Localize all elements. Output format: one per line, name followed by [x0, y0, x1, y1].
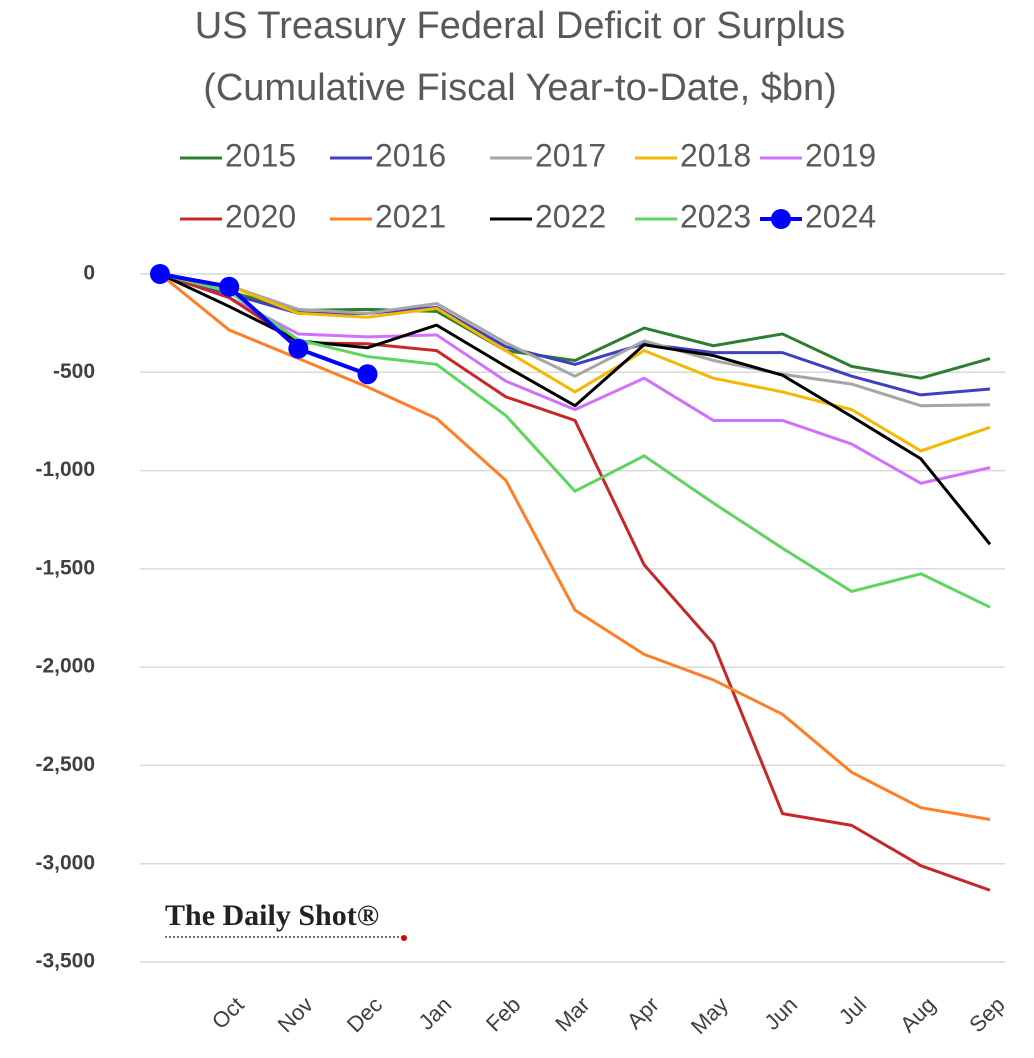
x-tick-label: May: [686, 992, 733, 1039]
watermark-dot: [401, 935, 407, 941]
legend-label: 2024: [805, 198, 876, 234]
legend-label: 2023: [680, 198, 751, 234]
data-point: [288, 338, 309, 359]
x-tick-label: Jun: [759, 992, 802, 1035]
series-line: [159, 272, 991, 821]
y-tick-label: -2,500: [35, 753, 95, 776]
y-tick-label: -3,000: [35, 851, 95, 874]
x-tick-label: Nov: [273, 992, 318, 1037]
legend-label: 2016: [375, 137, 446, 173]
x-tick-label: Apr: [622, 992, 664, 1034]
x-tick-label: Dec: [342, 992, 387, 1037]
x-tick-label: Aug: [895, 992, 940, 1037]
x-tick-label: Oct: [207, 992, 249, 1034]
chart-subtitle: (Cumulative Fiscal Year-to-Date, $bn): [203, 67, 837, 109]
x-tick-label: Mar: [550, 992, 594, 1036]
legend-label: 2022: [535, 198, 606, 234]
legend-marker: [771, 209, 791, 229]
legend-label: 2019: [805, 137, 876, 173]
x-tick-label: Jul: [834, 992, 872, 1030]
y-tick-label: 0: [83, 262, 95, 285]
x-tick-label: Jan: [414, 992, 457, 1035]
x-tick-label: Sep: [964, 992, 1009, 1037]
series-line: [159, 272, 991, 485]
chart-title: US Treasury Federal Deficit or Surplus: [195, 5, 845, 47]
y-tick-label: -3,500: [35, 950, 95, 973]
series-line: [159, 272, 991, 408]
legend-label: 2018: [680, 137, 751, 173]
y-tick-label: -1,500: [35, 556, 95, 579]
series-line: [159, 272, 991, 892]
data-point: [150, 264, 170, 284]
legend-label: 2015: [225, 137, 296, 173]
watermark: The Daily Shot®: [165, 899, 379, 932]
y-tick-label: -500: [53, 360, 95, 383]
series-line: [159, 272, 991, 609]
legend-label: 2017: [535, 137, 606, 173]
series-line: [159, 272, 991, 453]
legend-label: 2021: [375, 198, 446, 234]
data-point: [219, 276, 240, 297]
y-tick-label: -2,000: [35, 655, 95, 678]
x-tick-label: Feb: [481, 992, 525, 1036]
legend-label: 2020: [225, 198, 296, 234]
series-line: [159, 272, 369, 377]
y-tick-label: -1,000: [35, 458, 95, 481]
data-point: [357, 364, 378, 385]
